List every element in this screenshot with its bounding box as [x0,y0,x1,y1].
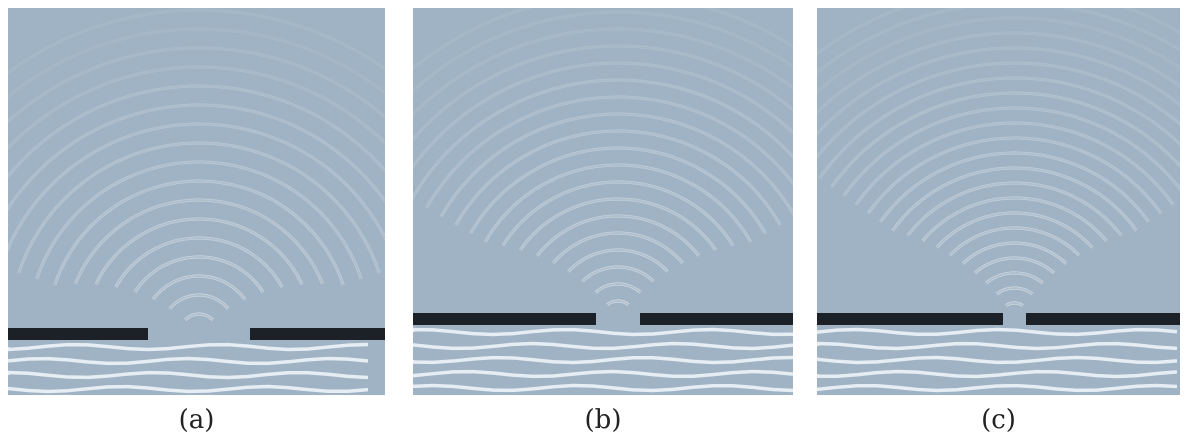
water [817,8,1180,395]
barrier [1026,313,1180,325]
page: {"panels": [{"caption": "(a)"}, {"captio… [0,0,1187,439]
barrier [413,313,596,325]
caption: (b) [585,405,622,435]
barrier [250,328,385,340]
photo-panel [746,0,1187,395]
caption: (c) [981,405,1016,435]
barrier [640,313,793,325]
caption: (a) [179,405,215,435]
barrier [817,313,1003,325]
photo-panel [338,0,898,395]
figure: (a) (b) (c) [0,0,1187,439]
barrier [8,328,148,340]
